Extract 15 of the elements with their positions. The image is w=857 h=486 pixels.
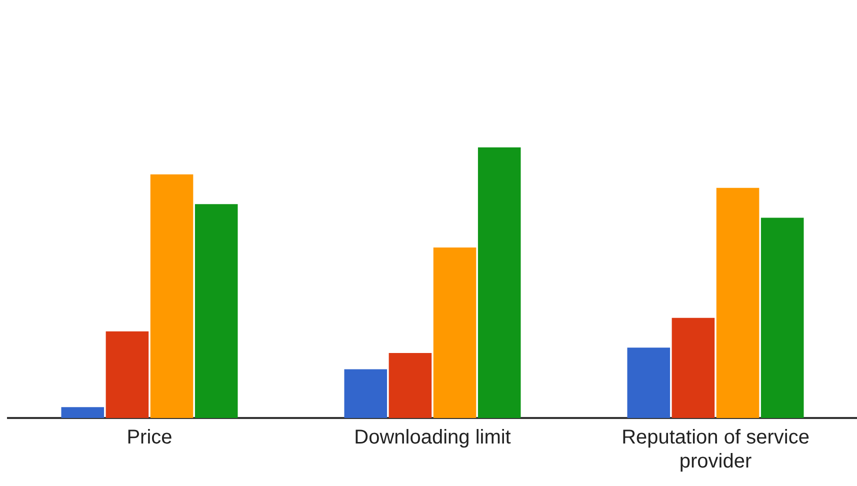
bar [627,348,670,418]
bar [760,218,804,418]
bar [194,204,238,418]
bar [344,369,388,418]
bar [388,353,432,418]
bar [716,188,760,418]
bar [61,407,104,418]
bar [433,247,476,418]
x-tick-label: Price [126,426,172,449]
bar [106,331,149,418]
bar [478,147,521,418]
bar [150,174,194,418]
x-tick-label: Downloading limit [354,426,512,449]
x-tick-label: Reputation of service provider [622,426,810,473]
bar [672,318,715,418]
